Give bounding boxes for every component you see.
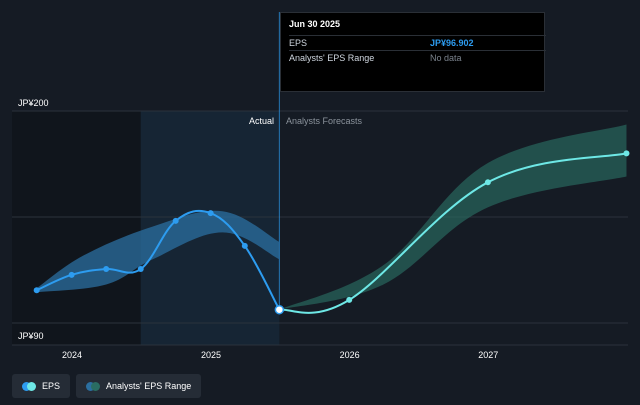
x-tick-label: 2026 [340, 350, 360, 360]
range-dot-icon [86, 381, 96, 391]
legend-range-label: Analysts' EPS Range [106, 381, 192, 391]
actual-label: Actual [249, 116, 274, 126]
eps-range-band-actual [36, 210, 280, 293]
tooltip-range-label: Analysts' EPS Range [289, 53, 375, 63]
legend-eps-label: EPS [42, 381, 61, 391]
y-tick-top: JP¥200 [18, 98, 49, 108]
eps-forecast-point [623, 150, 630, 157]
eps-point [103, 266, 110, 273]
eps-point [33, 287, 40, 294]
eps-swatch-icon [22, 381, 36, 391]
tooltip-row-eps: EPS JP¥96.902 [289, 35, 546, 50]
eps-line-forecast [279, 152, 627, 314]
eps-dot-icon [22, 381, 31, 391]
eps-point [137, 266, 144, 273]
tooltip-eps-value: JP¥96.902 [430, 38, 474, 48]
eps-point [274, 304, 285, 315]
legend: EPS Analysts' EPS Range [12, 374, 202, 398]
forecast-label: Analysts Forecasts [286, 116, 363, 126]
eps-range-band-forecast [279, 124, 627, 310]
range-swatch-icon [86, 381, 101, 391]
legend-item-eps[interactable]: EPS [12, 374, 71, 398]
tooltip: Jun 30 2025 EPS JP¥96.902 Analysts' EPS … [280, 12, 546, 92]
x-tick-label: 2024 [62, 350, 82, 360]
eps-point [207, 210, 214, 217]
x-tick-label: 2027 [478, 350, 498, 360]
tooltip-range-value: No data [430, 53, 462, 63]
tooltip-date: Jun 30 2025 [289, 19, 341, 29]
eps-point [172, 217, 179, 224]
tooltip-row-range: Analysts' EPS Range No data [289, 50, 546, 65]
tooltip-eps-label: EPS [289, 38, 308, 48]
eps-forecast-dot-icon [27, 381, 36, 391]
range-forecast-dot-icon [91, 381, 101, 391]
eps-forecast-point [484, 179, 491, 186]
eps-point [68, 271, 75, 278]
x-tick-label: 2025 [201, 350, 221, 360]
eps-point [241, 242, 248, 249]
y-tick-bottom: JP¥90 [18, 331, 44, 341]
legend-item-range[interactable]: Analysts' EPS Range [76, 374, 202, 398]
eps-forecast-point [346, 296, 353, 303]
